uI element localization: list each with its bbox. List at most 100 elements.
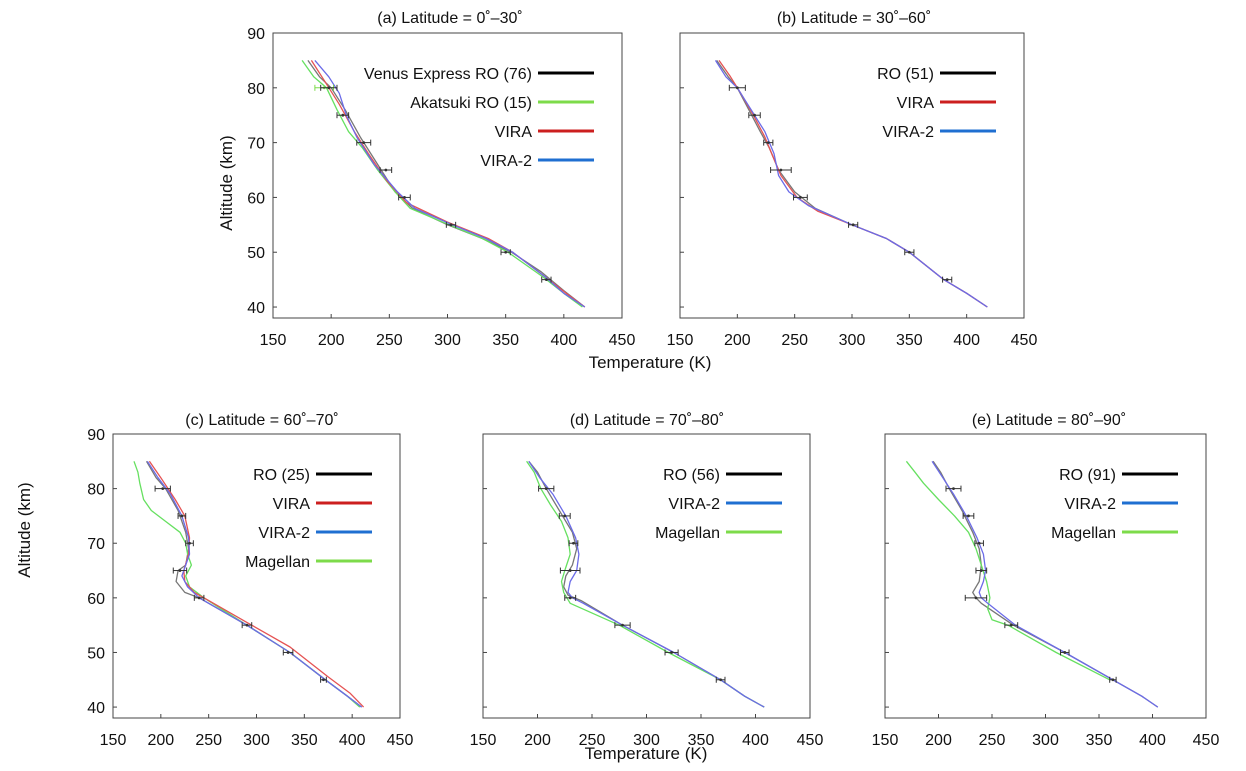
error-bar	[763, 139, 774, 146]
error-bar-center	[563, 514, 567, 518]
series-line-vira	[718, 60, 988, 308]
error-bar-center	[504, 250, 508, 254]
error-bar-center	[799, 196, 802, 199]
series-line-ro	[528, 460, 765, 708]
error-bar-center	[568, 569, 572, 572]
error-bar-center	[1111, 678, 1115, 682]
x-tick-label: 400	[1139, 732, 1166, 749]
error-bar	[975, 567, 988, 574]
error-bar	[770, 167, 792, 174]
x-tick-label: 150	[100, 732, 127, 749]
series-line-vira2	[931, 460, 1159, 708]
x-tick-label: 200	[147, 732, 174, 749]
legend-label: RO (25)	[253, 467, 310, 484]
x-tick-label: 150	[470, 732, 497, 749]
error-bar-center	[197, 596, 201, 600]
error-bar-center	[188, 541, 191, 545]
error-bar	[282, 649, 294, 656]
error-bar	[500, 249, 511, 256]
error-bar	[728, 84, 746, 91]
error-bar	[1004, 622, 1019, 629]
error-bar-center	[952, 487, 955, 491]
legend-label: RO (56)	[663, 467, 720, 484]
error-bar-center	[945, 278, 949, 282]
error-bar-center	[286, 651, 290, 654]
error-bar	[614, 622, 631, 629]
x-tick-label: 350	[896, 332, 923, 349]
x-tick-label: 250	[376, 332, 403, 349]
panel-title: (d) Latitude = 70˚–80˚	[570, 412, 724, 429]
error-bar-center	[544, 487, 548, 491]
error-bar	[379, 167, 393, 174]
legend-label: Akatsuki RO (15)	[410, 95, 532, 112]
y-tick-label: 90	[87, 427, 105, 444]
error-bar-center	[449, 223, 453, 227]
series-line-ro	[716, 60, 988, 308]
series-line-ro	[932, 460, 1159, 708]
legend: Venus Express RO (76) Akatsuki RO (15) VIR…	[364, 66, 594, 170]
panel-e: (e) Latitude = 80˚–90˚ 150 200 250 300 350 400…	[872, 412, 1220, 749]
legend-label: VIRA-2	[1064, 496, 1116, 513]
series-line-magellan	[526, 460, 765, 708]
error-bar-center	[341, 113, 345, 117]
x-tick-label: 300	[633, 732, 660, 749]
error-bar-center	[851, 223, 855, 227]
error-bar	[320, 84, 338, 91]
legend-label: RO (51)	[877, 66, 934, 83]
panel-title: (e) Latitude = 80˚–90˚	[972, 412, 1126, 429]
error-bar	[748, 112, 761, 119]
error-bar	[185, 540, 194, 547]
plot-frame	[679, 32, 1025, 319]
error-bar	[974, 540, 984, 547]
legend: RO (56) VIRA-2 Magellan	[655, 467, 782, 542]
series-line-vira2	[528, 460, 765, 708]
error-bar	[154, 485, 171, 492]
error-bar	[962, 512, 975, 519]
error-bar	[445, 221, 457, 228]
legend-label: VIRA	[897, 95, 935, 112]
x-tick-label: 150	[260, 332, 287, 349]
error-bar-center	[1009, 623, 1013, 627]
error-bar	[664, 649, 679, 656]
panel-b: (b) Latitude = 30˚–60˚ 150 200 250 300 350 400…	[667, 10, 1038, 349]
error-bar	[241, 622, 253, 629]
series-line-magellan	[301, 60, 583, 308]
y-tick-label: 80	[87, 482, 105, 499]
error-bar-center	[670, 651, 673, 654]
x-tick-label: 250	[579, 732, 606, 749]
y-tick-label: 40	[247, 300, 265, 317]
legend-label: Magellan	[245, 554, 310, 571]
error-bar	[193, 594, 205, 601]
x-tick-label: 350	[492, 332, 519, 349]
error-bar-center	[245, 623, 249, 627]
error-bar	[538, 485, 555, 492]
x-tick-label: 300	[1032, 732, 1059, 749]
x-tick-label: 200	[318, 332, 345, 349]
error-bar-center	[753, 113, 756, 117]
error-bar	[568, 540, 579, 547]
y-tick-label: 40	[87, 700, 105, 717]
error-bar	[904, 249, 915, 256]
error-bar	[336, 112, 350, 119]
legend: RO (91) VIRA-2 Magellan	[1051, 467, 1178, 542]
error-bar	[964, 594, 988, 601]
error-bar-center	[161, 487, 165, 491]
error-bar-center	[719, 678, 723, 682]
x-tick-label: 400	[550, 332, 577, 349]
error-bar-center	[1063, 651, 1067, 654]
series-line-vira2	[314, 59, 586, 308]
x-tick-label: 350	[291, 732, 318, 749]
x-tick-label: 250	[195, 732, 222, 749]
y-axis-label: Altitude (km)	[15, 482, 34, 577]
x-tick-label: 400	[742, 732, 769, 749]
x-tick-label: 400	[953, 332, 980, 349]
error-bar	[320, 676, 327, 683]
error-bar-center	[572, 541, 575, 545]
error-bar-center	[178, 569, 182, 572]
x-tick-label: 200	[925, 732, 952, 749]
legend-label: Venus Express RO (76)	[364, 66, 532, 83]
legend-label: Magellan	[655, 525, 720, 542]
error-bar-center	[322, 678, 325, 682]
x-tick-label: 400	[339, 732, 366, 749]
